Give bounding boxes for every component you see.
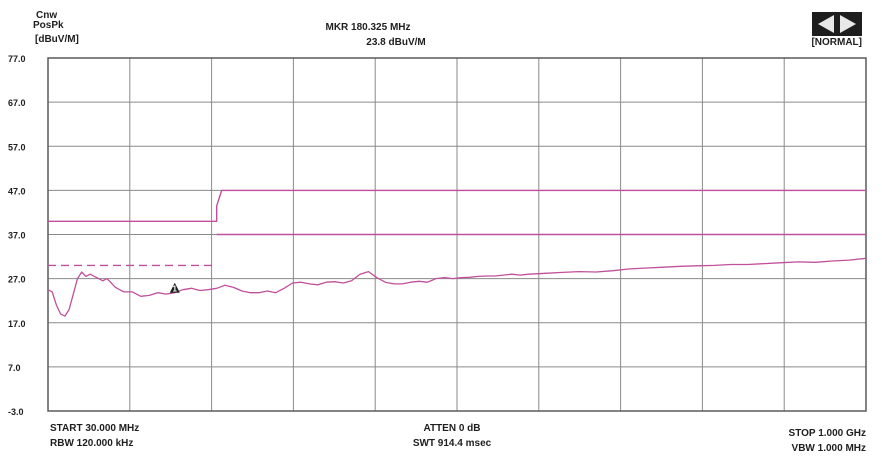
marker-label: 1 (173, 285, 178, 294)
marker-frequency-readout: MKR 180.325 MHz (325, 22, 410, 33)
vbw-label: VBW 1.000 MHz (792, 443, 866, 454)
left-right-arrow-icon[interactable] (812, 12, 862, 36)
marker: 1 (169, 282, 180, 294)
y-tick-label: 17.0 (8, 319, 26, 329)
y-tick-label: 37.0 (8, 231, 26, 241)
y-tick-label: -3.0 (8, 407, 24, 417)
y-tick-label: 67.0 (8, 98, 26, 108)
y-tick-label: 7.0 (8, 363, 21, 373)
limit-line-0 (48, 189, 866, 223)
mode-label-line1: Cnw (36, 10, 57, 21)
stop-frequency-label: STOP 1.000 GHz (789, 428, 866, 439)
y-tick-label: 77.0 (8, 54, 26, 64)
attenuation-label: ATTEN 0 dB (423, 423, 480, 434)
y-tick-label: 57.0 (8, 142, 26, 152)
sweep-time-label: SWT 914.4 msec (413, 438, 492, 449)
rbw-label: RBW 120.000 kHz (50, 438, 133, 449)
start-frequency-label: START 30.000 MHz (50, 423, 139, 434)
y-tick-label: 27.0 (8, 275, 26, 285)
series (47, 189, 867, 317)
measurement-trace (47, 257, 867, 317)
mode-label-line2: PosPk (33, 20, 64, 31)
y-axis-ticks: 77.0 67.0 57.0 47.0 37.0 27.0 17.0 7.0 -3.0 (8, 54, 26, 417)
marker-symbol (169, 282, 180, 293)
unit-label: [dBuV/M] (35, 34, 79, 45)
y-tick-label: 47.0 (8, 186, 26, 196)
normal-mode-label: [NORMAL] (811, 37, 862, 48)
marker-level-readout: 23.8 dBuV/M (366, 37, 425, 48)
